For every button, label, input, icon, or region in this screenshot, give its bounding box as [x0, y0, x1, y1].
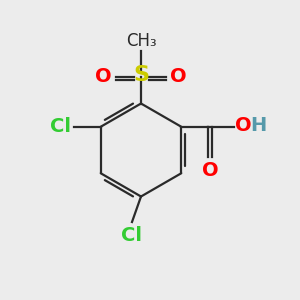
Text: Cl: Cl: [50, 117, 71, 136]
Text: O: O: [235, 116, 252, 135]
Text: O: O: [95, 67, 112, 86]
Text: H: H: [250, 116, 266, 135]
Text: Cl: Cl: [122, 226, 142, 244]
Text: S: S: [133, 65, 149, 85]
Text: O: O: [202, 161, 218, 180]
Text: O: O: [170, 67, 187, 86]
Text: CH₃: CH₃: [126, 32, 156, 50]
